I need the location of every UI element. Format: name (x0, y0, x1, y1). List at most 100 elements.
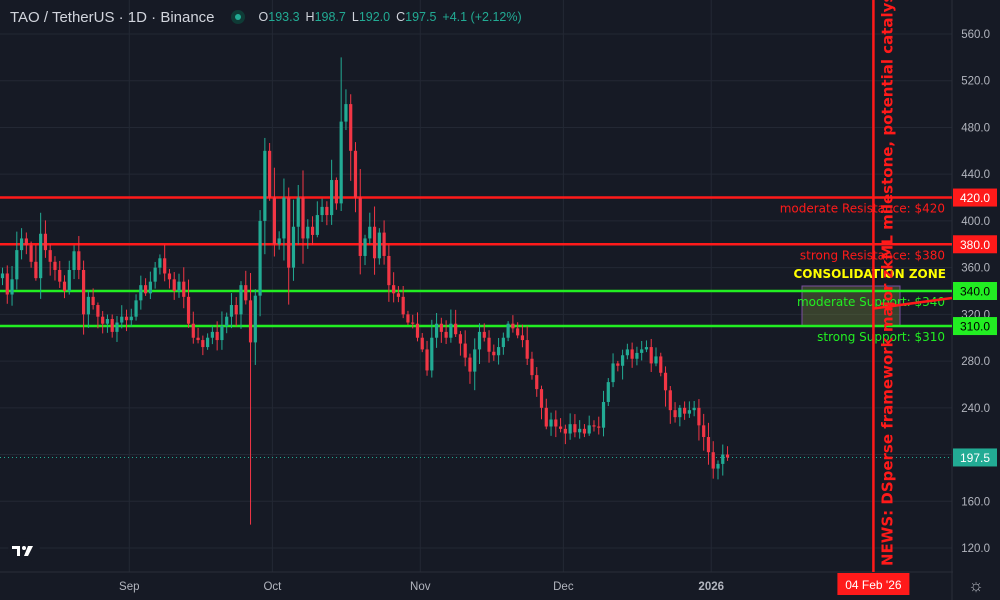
candle-down (511, 315, 515, 333)
status-dot-icon (230, 10, 245, 24)
candle-down (334, 177, 338, 210)
time-tick: Dec (553, 581, 574, 593)
candle-down (420, 333, 424, 353)
candle-down (463, 330, 467, 367)
tradingview-logo-icon[interactable] (8, 538, 40, 562)
candle-up (678, 405, 682, 427)
time-tick: Oct (263, 581, 282, 593)
candle-down (301, 170, 305, 264)
candle-down (630, 342, 634, 368)
candle-down (43, 220, 48, 258)
candle-down (272, 167, 276, 257)
candle-down (215, 321, 219, 351)
candle-down (683, 401, 687, 420)
candle-up (640, 341, 644, 361)
candle-down (201, 335, 205, 356)
price-level-tag-bg (953, 317, 997, 336)
news-date-tag: 04 Feb '26 (845, 578, 902, 592)
candle-down (53, 256, 57, 281)
candle-down (668, 386, 672, 424)
candle-down (458, 330, 463, 356)
candle-down (234, 297, 238, 327)
time-tick: Nov (410, 581, 431, 593)
price-level-tag-bg (953, 235, 997, 254)
candle-up (120, 305, 124, 329)
candle-down (34, 245, 38, 281)
candle-down (396, 286, 401, 303)
candle-down (191, 311, 195, 344)
candle-up (115, 316, 119, 342)
news-date-tag-bg (837, 573, 910, 595)
price-tick: 520.0 (961, 76, 990, 88)
candle-down (287, 187, 291, 305)
candle-up (611, 353, 615, 388)
candle-down (167, 268, 172, 289)
candle-up (339, 57, 343, 211)
candle-down (58, 260, 62, 288)
candle-down (48, 244, 52, 276)
candle-down (616, 360, 620, 372)
candle-down (482, 323, 486, 342)
candle-up (0, 267, 5, 286)
candle-down (659, 352, 663, 377)
time-tick: 2026 (698, 581, 724, 593)
candle-up (129, 308, 133, 327)
candle-up (377, 228, 381, 265)
settings-gear-icon[interactable]: ☼ (968, 576, 984, 595)
candle-down (144, 278, 148, 296)
candle-up (15, 231, 19, 290)
candle-up (277, 231, 281, 250)
candle-down (535, 367, 539, 397)
candle-down (163, 244, 167, 282)
time-axis: Sep Oct Nov Dec 2026 04 Feb '26 (119, 573, 910, 595)
candles (0, 57, 730, 525)
candle-down (310, 216, 315, 245)
price-tick: 240.0 (961, 403, 990, 415)
candle-down (411, 314, 415, 329)
candle-up (625, 343, 629, 360)
level-lines (0, 196, 952, 458)
candle-up (282, 178, 286, 261)
candle-up (654, 347, 658, 367)
price-tick: 400.0 (961, 216, 990, 228)
candle-down (172, 272, 176, 300)
candle-down (349, 94, 353, 181)
candle-up (39, 212, 43, 299)
price-tick: 120.0 (961, 543, 990, 555)
low-label: L (351, 10, 359, 24)
candle-up (139, 275, 143, 310)
price-tick: 440.0 (961, 169, 990, 181)
open-label: O (258, 10, 269, 24)
symbol-title[interactable]: TAO / TetherUS · 1D · Binance (10, 8, 215, 26)
candle-up (19, 228, 24, 260)
price-tick: 280.0 (961, 356, 990, 368)
candle-down (5, 265, 9, 304)
candle-up (477, 323, 482, 365)
candle-up (229, 293, 234, 329)
candle-up (506, 321, 510, 342)
candle-down (325, 201, 329, 226)
candle-down (77, 236, 81, 280)
candle-down (196, 327, 200, 344)
ohlc-values: O193.3 H198.7 L192.0 C197.5 +4.1 (+2.12%… (259, 10, 522, 24)
candle-up (158, 254, 162, 275)
candle-down (439, 317, 443, 343)
candle-down (558, 418, 563, 433)
candle-up (134, 294, 138, 321)
price-level-tag: 310.0 (960, 320, 990, 334)
candle-up (644, 340, 649, 353)
candle-down (186, 279, 191, 328)
candle-down (725, 446, 730, 461)
candle-down (392, 272, 396, 303)
candle-up (330, 159, 334, 225)
candle-up (10, 266, 14, 306)
price-level-tag: 420.0 (960, 191, 990, 205)
candle-down (649, 338, 653, 372)
candle-down (592, 420, 596, 432)
candle-up (363, 234, 367, 266)
candle-up (578, 420, 582, 439)
candle-up (86, 290, 90, 328)
open-value: 193.3 (268, 10, 300, 24)
